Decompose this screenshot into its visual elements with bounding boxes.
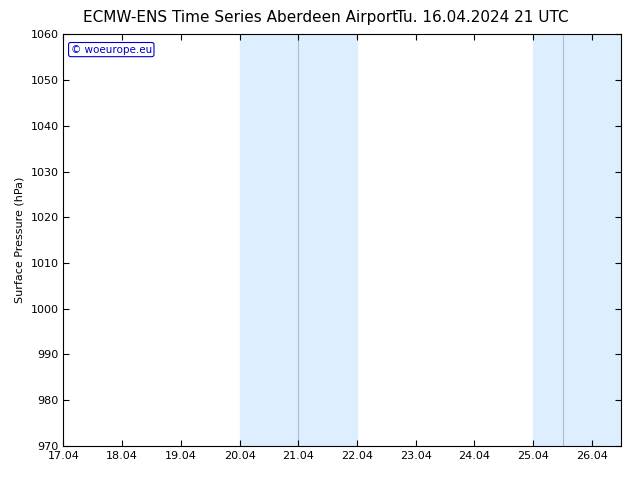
- Text: ECMW-ENS Time Series Aberdeen Airport: ECMW-ENS Time Series Aberdeen Airport: [83, 10, 399, 25]
- Bar: [533, 34, 621, 446]
- Text: © woeurope.eu: © woeurope.eu: [70, 45, 152, 54]
- Y-axis label: Surface Pressure (hPa): Surface Pressure (hPa): [15, 177, 25, 303]
- Bar: [240, 34, 357, 446]
- Text: Tu. 16.04.2024 21 UTC: Tu. 16.04.2024 21 UTC: [396, 10, 568, 25]
